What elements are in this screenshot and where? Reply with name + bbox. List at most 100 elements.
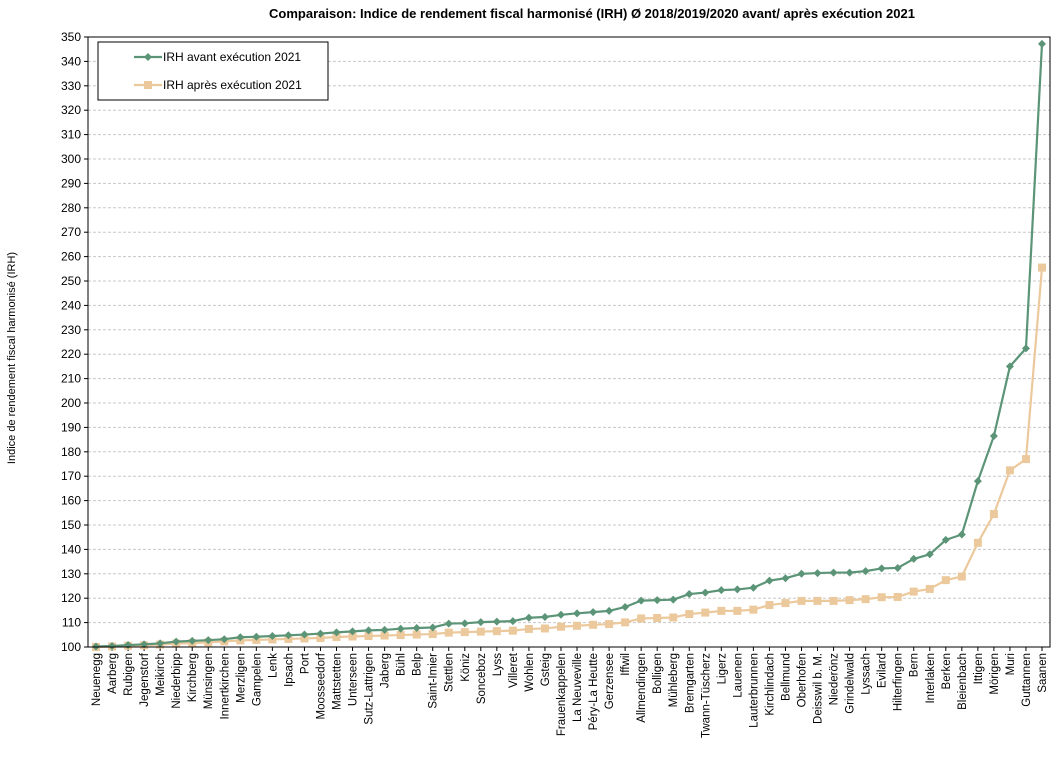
y-tick-label: 280	[61, 201, 81, 215]
x-tick-label: Wohlen	[524, 653, 536, 692]
y-tick-label: 230	[61, 323, 81, 337]
after-execution-point	[653, 613, 662, 622]
x-tick-label: Bremgarten	[684, 653, 696, 713]
after-execution-point	[957, 572, 966, 581]
before-execution-point	[909, 554, 918, 563]
before-execution-point	[925, 550, 934, 559]
after-execution-point	[797, 596, 806, 605]
after-execution-point	[717, 606, 726, 615]
x-tick-label: Niederönz	[829, 653, 841, 706]
before-execution-point	[573, 609, 582, 618]
legend-marker	[144, 53, 152, 61]
y-tick-label: 110	[62, 616, 81, 630]
before-execution-point	[332, 628, 341, 637]
x-tick-label: Ligerz	[716, 653, 728, 685]
before-execution-point	[781, 574, 790, 583]
before-execution-point	[476, 618, 485, 627]
y-tick-label: 340	[61, 54, 81, 68]
after-execution-point	[861, 595, 870, 604]
after-execution-point	[460, 628, 469, 637]
before-execution-point	[188, 636, 197, 645]
x-tick-label: Rubigen	[123, 653, 135, 696]
y-tick-label: 300	[61, 152, 81, 166]
after-execution-point	[893, 592, 902, 601]
y-tick-label: 290	[61, 176, 81, 190]
x-tick-label: Oberhofen	[796, 653, 808, 707]
after-execution-point	[556, 622, 565, 631]
before-execution-point	[252, 632, 261, 641]
x-tick-label: Belp	[412, 653, 424, 676]
y-tick-label: 210	[61, 372, 81, 386]
after-execution-point	[1021, 455, 1030, 464]
y-tick-label: 350	[61, 30, 81, 44]
y-tick-label: 320	[61, 103, 81, 117]
legend-marker	[144, 81, 152, 89]
before-execution-point	[428, 623, 437, 632]
y-tick-label: 310	[61, 128, 81, 142]
y-tick-label: 330	[61, 79, 81, 93]
before-execution-point	[1038, 39, 1046, 48]
after-execution-point	[829, 596, 838, 605]
x-tick-label: Gsteig	[540, 653, 552, 686]
y-tick-label: 190	[61, 420, 81, 434]
x-tick-label: Iffwil	[620, 653, 632, 676]
before-execution-point	[717, 586, 726, 595]
y-tick-label: 100	[61, 640, 81, 654]
y-tick-label: 270	[61, 225, 81, 239]
before-execution-point	[444, 619, 453, 628]
before-execution-point	[1021, 344, 1030, 353]
plot-border	[87, 36, 1051, 648]
after-execution-point	[941, 576, 950, 585]
x-tick-label: Mühleberg	[668, 653, 680, 707]
x-tick-label: Kirchlindach	[764, 653, 776, 716]
before-execution-point	[316, 629, 325, 638]
x-tick-label: Allmendingen	[636, 653, 648, 723]
after-execution-point	[605, 620, 614, 629]
after-execution-point	[476, 627, 485, 636]
before-execution-point	[765, 576, 774, 585]
x-tick-label: Moosseedorf	[315, 652, 327, 719]
x-tick-label: Gerzensee	[604, 653, 616, 709]
after-execution-point	[701, 608, 710, 617]
after-execution-point	[573, 621, 582, 630]
x-tick-label: Münsingen	[203, 653, 215, 709]
x-tick-label: Köniz	[460, 653, 472, 682]
after-execution-point	[589, 620, 598, 629]
x-tick-label: Lyssach	[861, 653, 873, 695]
after-execution-point	[813, 596, 822, 605]
before-execution-point	[268, 632, 277, 641]
before-execution-point	[508, 617, 517, 626]
before-execution-point	[396, 624, 405, 633]
gridlines	[88, 60, 1050, 624]
after-execution-point	[364, 632, 373, 641]
before-execution-point	[973, 477, 982, 486]
x-tick-label: Mattstetten	[332, 653, 344, 710]
x-tick-label: Ipsach	[283, 653, 295, 687]
y-tick-label: 150	[61, 518, 81, 532]
y-axis-ticks: 100 110 120 130 140 150 160 170 180 190 200 210 220 2…	[61, 30, 88, 654]
x-tick-label: Bellmund	[780, 653, 792, 701]
before-execution-point	[877, 564, 886, 573]
before-execution-point	[492, 617, 501, 626]
legend-item-before: IRH avant exécution 2021	[134, 50, 301, 64]
before-execution-point	[300, 630, 309, 639]
x-tick-label: Aarberg	[107, 653, 119, 694]
before-execution-point	[540, 612, 549, 621]
x-tick-label: Innertkirchen	[219, 653, 231, 719]
y-tick-label: 220	[61, 347, 81, 361]
after-execution-point	[508, 626, 517, 635]
before-execution-point	[685, 590, 694, 599]
before-execution-point	[364, 626, 373, 635]
after-execution-point	[637, 614, 646, 623]
x-tick-label: Frauenkappelen	[556, 653, 568, 736]
x-tick-label: Jaberg	[380, 653, 392, 688]
x-tick-label: Port	[299, 652, 311, 674]
after-execution-point	[845, 596, 854, 605]
before-execution-point	[941, 535, 950, 544]
before-execution-point	[556, 610, 565, 619]
before-execution-point	[653, 596, 662, 605]
legend-item-after: IRH après exécution 2021	[134, 78, 302, 92]
x-tick-label: Lyss	[492, 653, 504, 676]
after-execution-point	[428, 630, 437, 639]
x-axis-ticks: Neuenegg Aarberg Rubigen Jegenstorf Meikirch…	[91, 647, 1049, 738]
